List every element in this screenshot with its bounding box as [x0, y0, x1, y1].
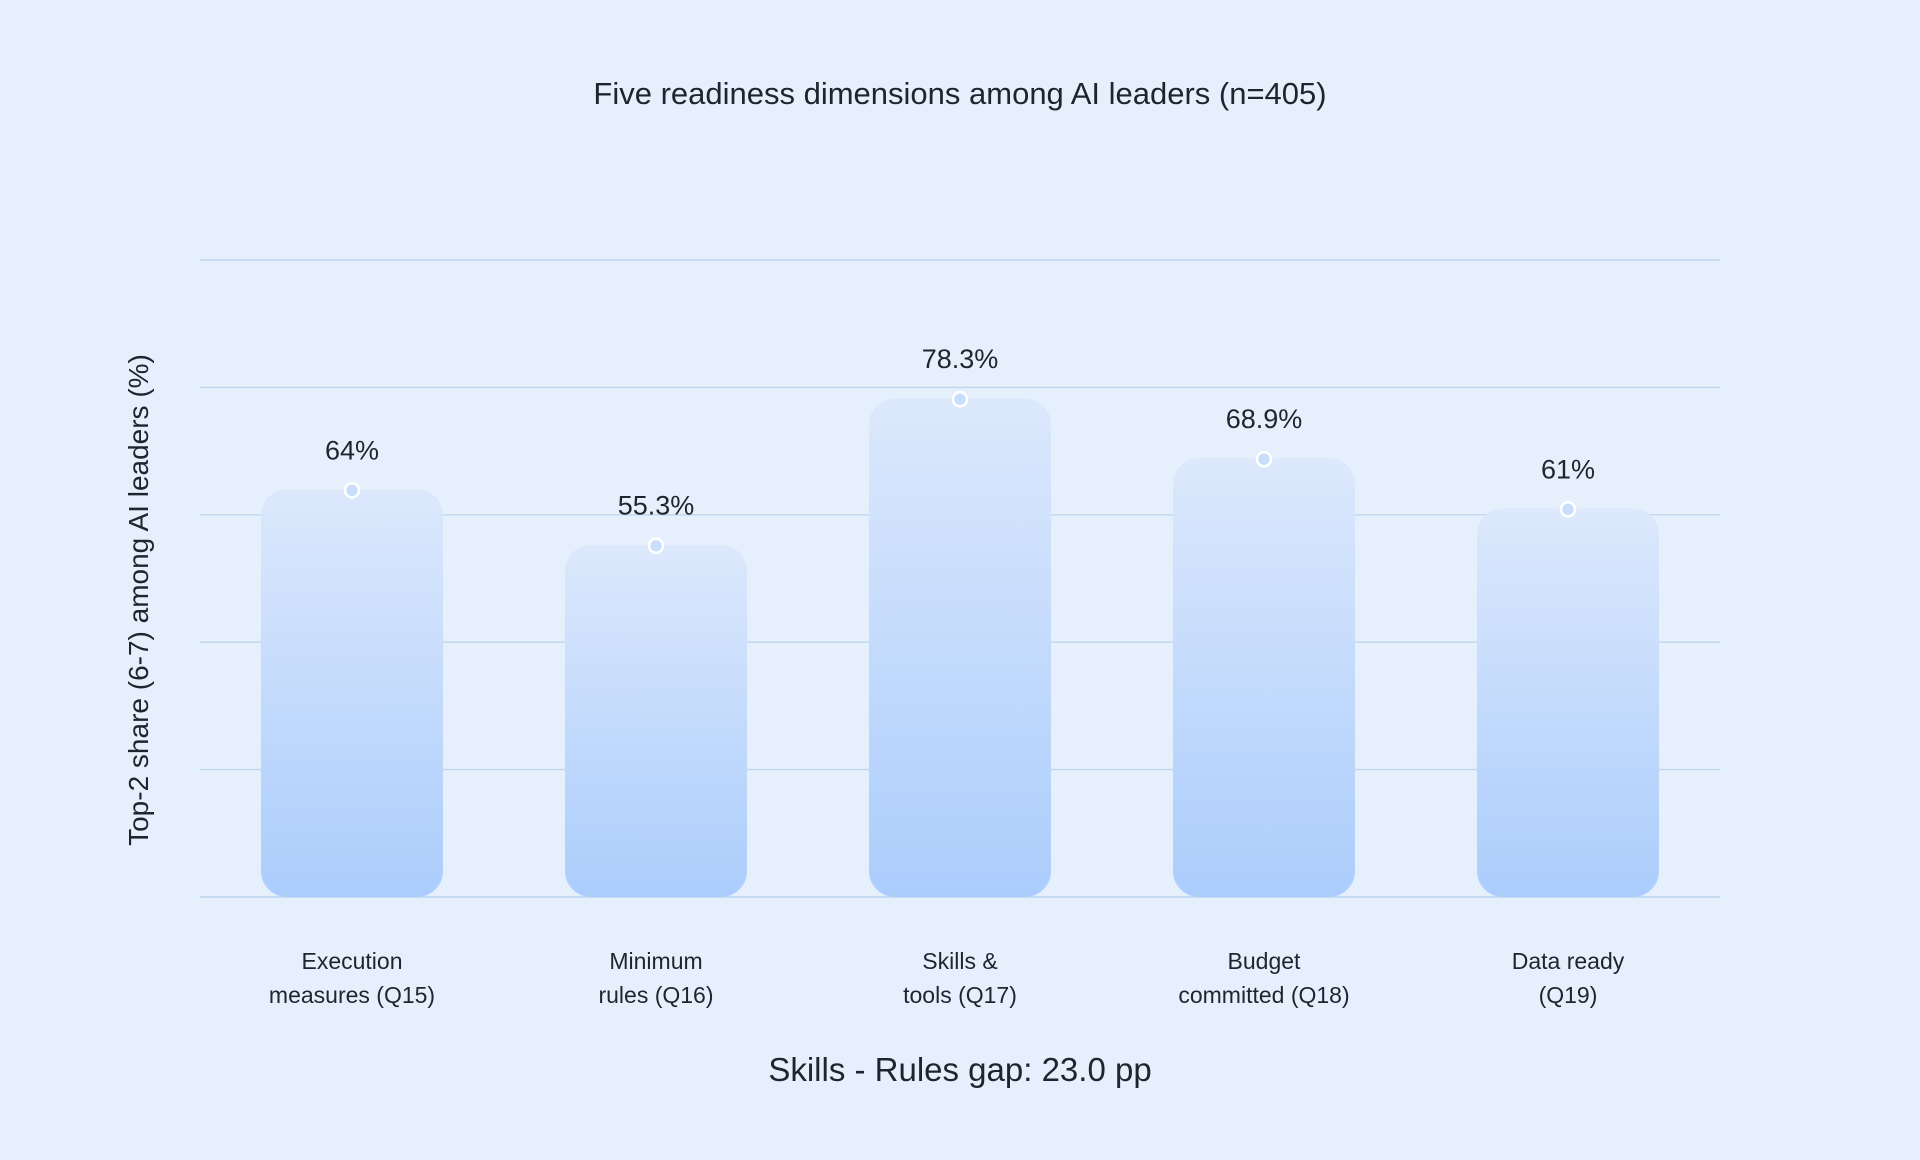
bar-marker [951, 390, 969, 408]
x-tick-label: Budget committed (Q18) [1178, 948, 1349, 1008]
bar [565, 544, 747, 897]
x-tick-label: Execution measures (Q15) [269, 948, 435, 1008]
value-label: 61% [1541, 454, 1595, 484]
x-tick-label: Minimum rules (Q16) [598, 948, 713, 1008]
value-label: 68.9% [1226, 404, 1303, 434]
value-labels: 64% 55.3% 78.3% 68.9% 61% [325, 344, 1595, 521]
chart-title: Five readiness dimensions among AI leade… [593, 76, 1326, 111]
bar [1173, 458, 1355, 897]
bar [261, 489, 443, 897]
gap-annotation: Skills - Rules gap: 23.0 pp [768, 1051, 1151, 1088]
bars [261, 390, 1659, 897]
bar [1477, 508, 1659, 897]
bar-marker [1559, 501, 1577, 518]
bar-marker [343, 482, 361, 499]
x-tick-labels: Execution measures (Q15) Minimum rules (Q16… [269, 948, 1625, 1008]
x-tick-label: Skills & tools (Q17) [903, 948, 1017, 1008]
value-label: 55.3% [618, 491, 695, 521]
value-label: 78.3% [922, 344, 999, 374]
x-tick-label: Data ready (Q19) [1512, 948, 1625, 1008]
bar-marker [647, 537, 665, 554]
y-axis-label: Top-2 share (6-7) among AI leaders (%) [123, 354, 154, 846]
bar-marker [1255, 450, 1273, 468]
bar [869, 398, 1051, 897]
value-label: 64% [325, 435, 379, 465]
